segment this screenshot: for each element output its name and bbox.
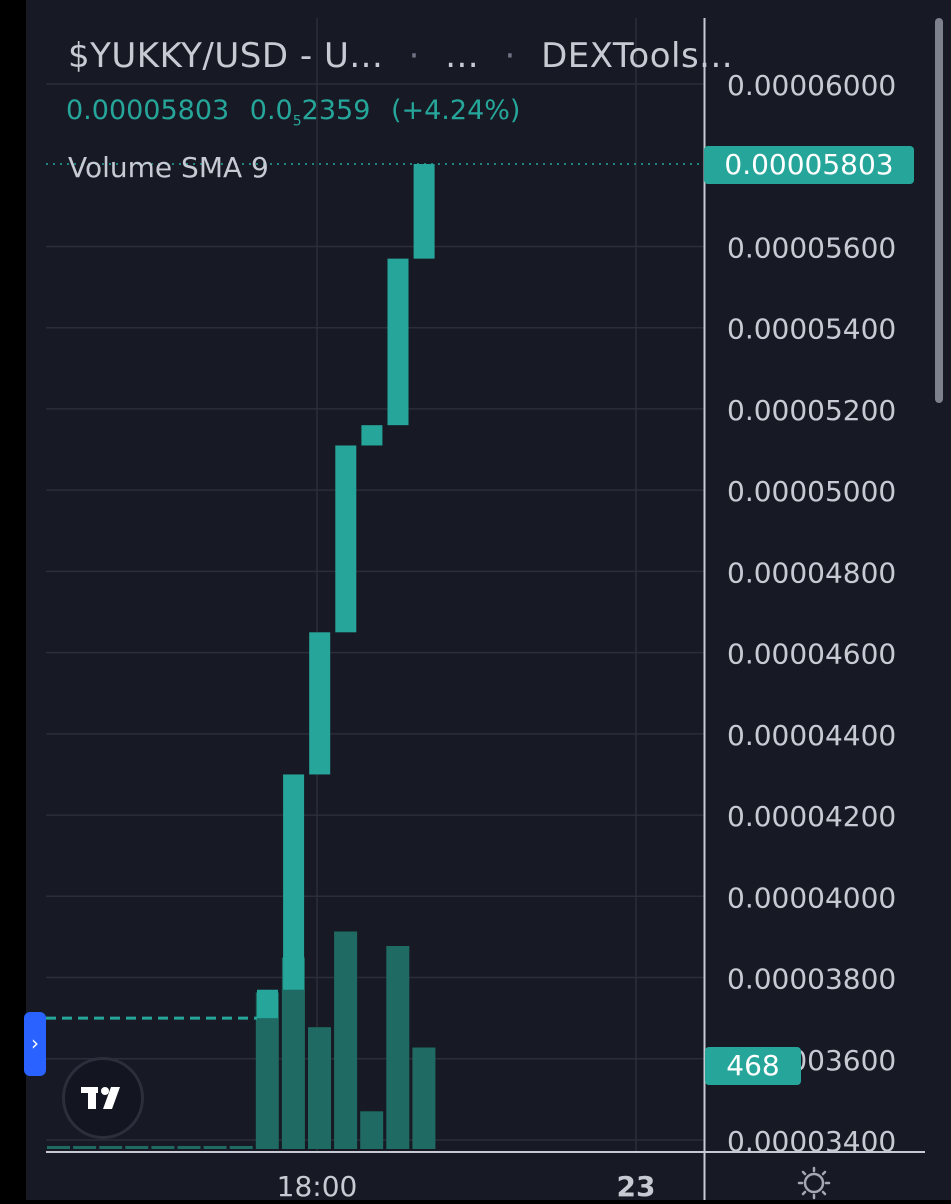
y-tick-label: 0.00004800 xyxy=(727,556,896,589)
tradingview-logo-icon[interactable] xyxy=(62,1057,144,1139)
y-tick-label: 0.00005600 xyxy=(727,231,896,264)
volume-bar xyxy=(229,1146,253,1149)
expand-chevron-icon[interactable]: › xyxy=(24,1012,46,1076)
volume-bar xyxy=(125,1146,149,1149)
volume-indicator-label[interactable]: Volume SMA 9 xyxy=(68,151,269,184)
symbol-name: U... xyxy=(323,36,384,76)
y-tick-label: 0.00004200 xyxy=(727,800,896,833)
chart-frame xyxy=(26,0,951,1200)
volume-bar xyxy=(360,1111,384,1149)
x-tick-label: 18:00 xyxy=(277,1170,358,1200)
candle-body xyxy=(387,258,409,426)
legend-change: 0.052359 xyxy=(249,95,371,130)
change-digits: 2359 xyxy=(301,95,371,126)
volume-bar xyxy=(255,992,279,1149)
grid-lines xyxy=(46,18,704,1152)
volume-bar xyxy=(203,1146,227,1149)
volume-bar xyxy=(177,1146,201,1149)
legend-price: 0.00005803 xyxy=(66,95,230,126)
y-tick-label: 0.00004000 xyxy=(727,881,896,914)
candle-body xyxy=(283,774,305,990)
volume-bar xyxy=(334,931,358,1149)
chart-legend-title[interactable]: $YUKKY/USD - U... · ... · DEXTools... xyxy=(68,36,734,76)
candle-body xyxy=(361,425,383,446)
scrollbar[interactable] xyxy=(935,18,943,403)
volume-bar xyxy=(386,946,410,1149)
candle-body xyxy=(413,164,435,259)
x-tick-label: 23 xyxy=(617,1170,656,1200)
y-tick-label: 0.00004400 xyxy=(727,719,896,752)
price-candles xyxy=(257,164,435,1019)
volume-bar xyxy=(99,1146,123,1149)
volume-bar xyxy=(47,1146,70,1149)
last-price-tag: 0.00005803 xyxy=(704,146,914,184)
y-tick-label: 0.00003800 xyxy=(727,963,896,996)
change-zero-count: 5 xyxy=(292,113,302,130)
volume-tag: 468 xyxy=(705,1047,801,1085)
y-tick-label: 0.00004600 xyxy=(727,638,896,671)
y-tick-label: 0.00003400 xyxy=(727,1125,896,1158)
interval-label: ... xyxy=(445,36,480,76)
source-label: DEXTools... xyxy=(541,36,734,76)
volume-bar xyxy=(308,1027,331,1149)
symbol-label: $YUKKY/USD xyxy=(68,36,289,76)
change-prefix: 0.0 xyxy=(249,95,293,126)
y-tick-label: 0.00006000 xyxy=(727,69,896,102)
time-axis[interactable]: 18:00 23 xyxy=(46,1151,925,1200)
settings-sun-icon[interactable] xyxy=(796,1166,832,1204)
candle-body xyxy=(335,445,357,633)
y-tick-label: 0.00005200 xyxy=(727,394,896,427)
y-tick-label: 0.00005000 xyxy=(727,475,896,508)
volume-bar xyxy=(73,1146,97,1149)
legend-change-percent: (+4.24%) xyxy=(390,95,521,126)
price-lines xyxy=(46,163,900,1020)
candle-body xyxy=(309,632,331,775)
candle-body xyxy=(257,989,278,1019)
legend-price-row: 0.00005803 0.052359 (+4.24%) xyxy=(66,95,532,129)
volume-bar xyxy=(151,1146,175,1149)
y-tick-label: 0.00005400 xyxy=(727,313,896,346)
volume-bar xyxy=(281,957,305,1149)
volume-bar xyxy=(412,1047,436,1149)
volume-bars xyxy=(47,931,436,1149)
price-axis[interactable]: 0.000034000.000036000.000038000.00004000… xyxy=(703,18,897,1200)
